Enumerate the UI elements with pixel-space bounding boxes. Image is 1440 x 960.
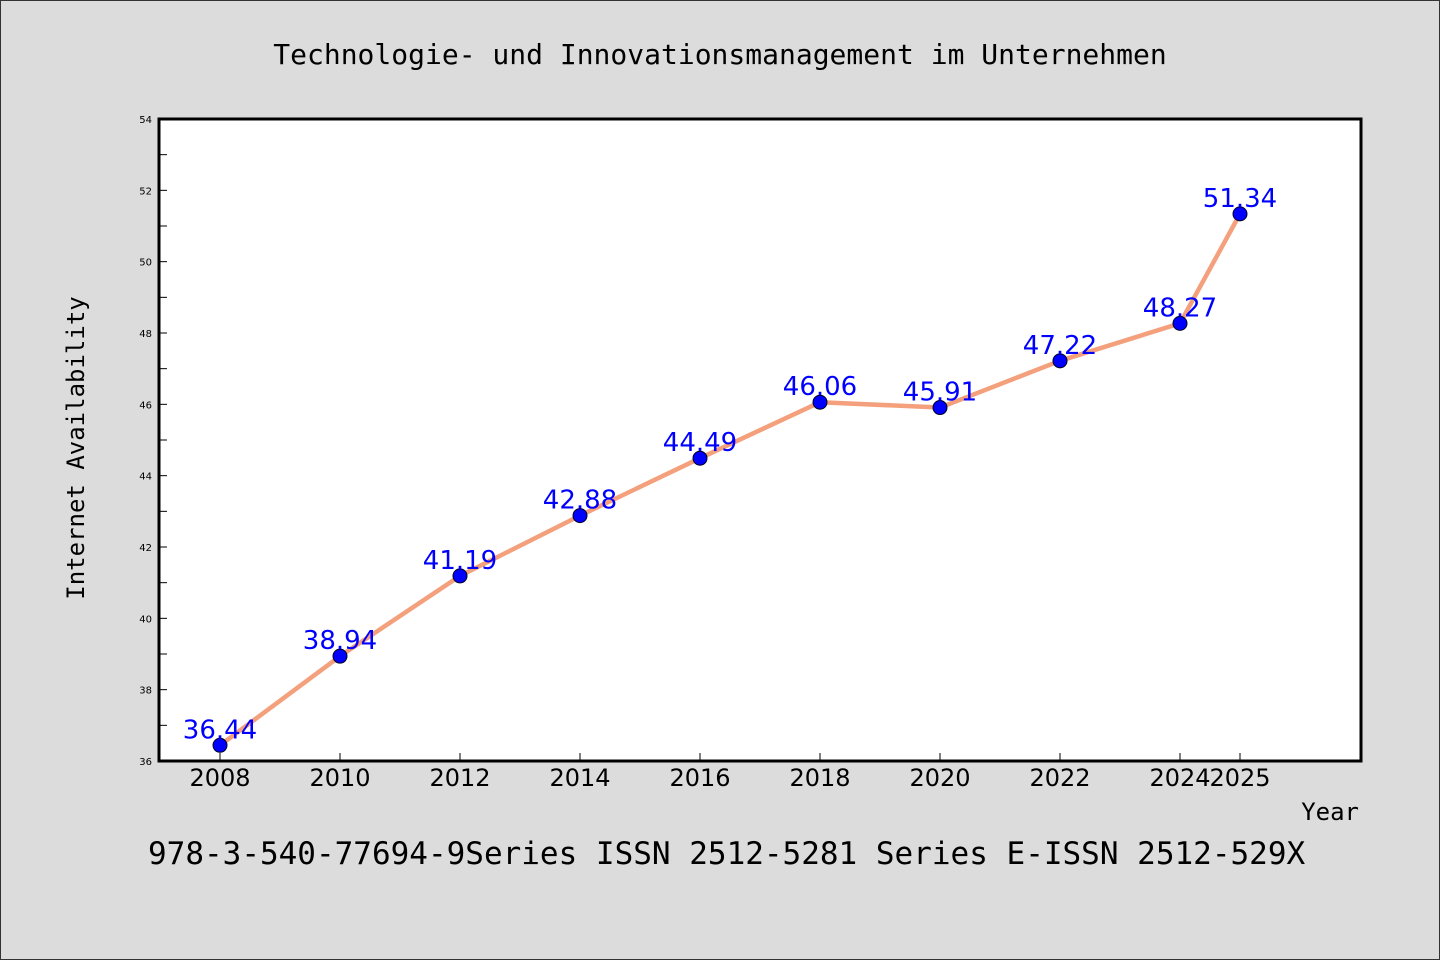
data-label: 44.49	[663, 428, 737, 458]
data-point	[452, 568, 468, 584]
x-tick-label: 2016	[669, 764, 730, 792]
data-label: 48.27	[1143, 293, 1217, 323]
data-point	[1052, 353, 1068, 369]
data-label: 41.19	[423, 546, 497, 576]
x-tick-label: 2025	[1209, 764, 1270, 792]
data-label: 36.44	[183, 715, 257, 745]
y-tick-label: 50	[139, 258, 152, 269]
y-tick-label: 54	[139, 115, 152, 126]
y-axis-label: Internet Availability	[62, 296, 90, 599]
plot-area	[157, 117, 1363, 763]
data-point	[692, 450, 708, 466]
chart-title: Technologie- und Innovationsmanagement i…	[273, 38, 1166, 71]
data-label: 51.34	[1203, 184, 1277, 214]
y-tick-label: 42	[139, 543, 152, 554]
y-tick-label: 52	[139, 186, 152, 197]
data-point	[572, 508, 588, 524]
series-line	[217, 211, 1243, 748]
y-axis: 36 38 40 42 44 46 48 50 52 54	[139, 115, 167, 768]
data-point	[932, 400, 948, 416]
data-point	[1232, 206, 1248, 222]
y-tick-label: 36	[139, 757, 152, 768]
x-tick-label: 2008	[189, 764, 250, 792]
data-label: 45.91	[903, 378, 977, 408]
x-tick-label: 2020	[909, 764, 970, 792]
data-point	[212, 737, 228, 753]
y-tick-label: 38	[139, 686, 152, 697]
x-tick-label: 2018	[789, 764, 850, 792]
data-label: 46.06	[783, 372, 857, 402]
x-tick-label: 2012	[429, 764, 490, 792]
data-point	[812, 394, 828, 410]
x-tick-label: 2024	[1149, 764, 1210, 792]
x-tick-label: 2014	[549, 764, 610, 792]
y-tick-label: 46	[139, 400, 152, 411]
y-tick-label: 44	[139, 472, 152, 483]
y-tick-label: 40	[139, 614, 152, 625]
x-tick-label: 2010	[309, 764, 370, 792]
data-point	[1172, 315, 1188, 331]
footer-isbn-text: 978-3-540-77694-9Series ISSN 2512-5281 S…	[148, 836, 1305, 872]
data-label: 42.88	[543, 486, 617, 516]
x-axis-label: Year	[1301, 798, 1359, 826]
x-tick-label: 2022	[1029, 764, 1090, 792]
data-label: 47.22	[1023, 331, 1097, 361]
y-tick-label: 48	[139, 329, 152, 340]
data-label: 38.94	[303, 626, 377, 656]
data-point	[332, 648, 348, 664]
series-layer: 36.44 38.94 41.19 42.88 44.49 46.06 45.91 47.22…	[183, 184, 1277, 753]
